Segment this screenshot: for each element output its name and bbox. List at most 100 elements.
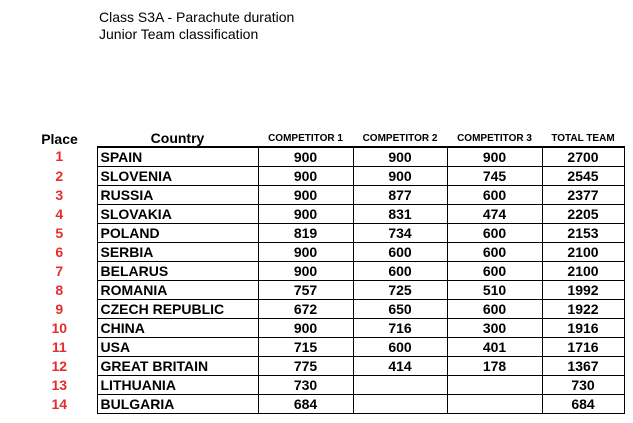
competitor-2-cell: 900 — [352, 146, 448, 167]
competitor-1-cell: 900 — [257, 185, 354, 205]
country-cell: CHINA — [96, 318, 259, 338]
competitor-2-cell: 716 — [352, 318, 448, 338]
competitor-2-cell: 725 — [352, 280, 448, 300]
competitor-2-cell: 831 — [352, 204, 448, 224]
competitor-3-cell — [446, 375, 543, 395]
total-team-cell: 1922 — [541, 299, 625, 319]
competitor-2-cell: 600 — [352, 242, 448, 262]
place-cell: 9 — [55, 300, 64, 317]
country-cell: USA — [96, 337, 259, 357]
table-row: 14 BULGARIA 684 684 — [22, 394, 625, 414]
total-team-cell: 2377 — [541, 185, 625, 205]
header-total-team: TOTAL TEAM — [551, 133, 615, 144]
place-cell: 14 — [51, 395, 68, 412]
competitor-1-cell: 900 — [257, 204, 354, 224]
header-place: Place — [41, 131, 78, 147]
country-cell: BULGARIA — [96, 394, 259, 414]
country-cell: LITHUANIA — [96, 375, 259, 395]
table-row: 2 SLOVENIA 900 900 745 2545 — [22, 166, 625, 186]
place-cell: 11 — [51, 338, 67, 355]
place-cell: 7 — [55, 262, 64, 279]
title-line-1: Class S3A - Parachute duration — [99, 9, 295, 25]
country-cell: SLOVENIA — [96, 166, 259, 186]
country-cell: CZECH REPUBLIC — [96, 299, 259, 319]
competitor-1-cell: 775 — [257, 356, 354, 376]
table-row: 11 USA 715 600 401 1716 — [22, 337, 625, 357]
total-team-cell: 2153 — [541, 223, 625, 243]
header-competitor-2: COMPETITOR 2 — [362, 133, 438, 144]
table-row: 9 CZECH REPUBLIC 672 650 600 1922 — [22, 299, 625, 319]
competitor-1-cell: 900 — [257, 318, 354, 338]
country-cell: RUSSIA — [96, 185, 259, 205]
competitor-3-cell: 474 — [446, 204, 543, 224]
country-cell: POLAND — [96, 223, 259, 243]
total-team-cell: 2100 — [541, 242, 625, 262]
competitor-3-cell: 600 — [446, 242, 543, 262]
competitor-2-cell — [352, 394, 448, 414]
competitor-1-cell: 819 — [257, 223, 354, 243]
place-cell: 4 — [55, 205, 64, 222]
competitor-3-cell — [446, 394, 543, 414]
header-row: Place Country COMPETITOR 1 COMPETITOR 2 … — [22, 127, 624, 147]
competitor-3-cell: 600 — [446, 185, 543, 205]
competitor-2-cell: 650 — [352, 299, 448, 319]
competitor-1-cell: 900 — [257, 146, 354, 167]
place-cell: 10 — [51, 319, 68, 336]
competitor-1-cell: 900 — [257, 242, 354, 262]
place-cell: 8 — [55, 281, 64, 298]
competitor-3-cell: 300 — [446, 318, 543, 338]
table-row: 6 SERBIA 900 600 600 2100 — [22, 242, 625, 262]
total-team-cell: 2545 — [541, 166, 625, 186]
table-row: 7 BELARUS 900 600 600 2100 — [22, 261, 625, 281]
competitor-1-cell: 900 — [257, 166, 354, 186]
competitor-3-cell: 178 — [446, 356, 543, 376]
competitor-1-cell: 757 — [257, 280, 354, 300]
country-cell: SLOVAKIA — [96, 204, 259, 224]
country-cell: BELARUS — [96, 261, 259, 281]
table-row: 8 ROMANIA 757 725 510 1992 — [22, 280, 625, 300]
place-cell: 13 — [51, 376, 68, 393]
table-row: 12 GREAT BRITAIN 775 414 178 1367 — [22, 356, 625, 376]
competitor-3-cell: 745 — [446, 166, 543, 186]
total-team-cell: 1367 — [541, 356, 625, 376]
competitor-1-cell: 672 — [257, 299, 354, 319]
competitor-2-cell: 600 — [352, 337, 448, 357]
competitor-3-cell: 401 — [446, 337, 543, 357]
competitor-2-cell: 600 — [352, 261, 448, 281]
total-team-cell: 730 — [541, 375, 625, 395]
table-row: 5 POLAND 819 734 600 2153 — [22, 223, 625, 243]
header-competitor-1: COMPETITOR 1 — [268, 133, 343, 144]
competitor-3-cell: 510 — [446, 280, 543, 300]
table-row: 1 SPAIN 900 900 900 2700 — [22, 146, 625, 167]
header-country: Country — [150, 130, 205, 146]
competitor-2-cell: 877 — [352, 185, 448, 205]
total-team-cell: 2100 — [541, 261, 625, 281]
competitor-1-cell: 684 — [257, 394, 354, 414]
total-team-cell: 684 — [541, 394, 625, 414]
title-line-2: Junior Team classification — [99, 26, 259, 42]
results-table: Place Country COMPETITOR 1 COMPETITOR 2 … — [22, 127, 625, 414]
competitor-2-cell: 734 — [352, 223, 448, 243]
table-row: 13 LITHUANIA 730 730 — [22, 375, 625, 395]
competitor-3-cell: 600 — [446, 261, 543, 281]
total-team-cell: 1716 — [541, 337, 625, 357]
country-cell: ROMANIA — [96, 280, 259, 300]
place-cell: 12 — [51, 357, 68, 374]
competitor-3-cell: 600 — [446, 299, 543, 319]
place-cell: 2 — [55, 167, 64, 184]
table-row: 10 CHINA 900 716 300 1916 — [22, 318, 625, 338]
table-row: 4 SLOVAKIA 900 831 474 2205 — [22, 204, 625, 224]
document-title: Class S3A - Parachute duration Junior Te… — [99, 9, 294, 43]
total-team-cell: 2205 — [541, 204, 625, 224]
place-cell: 1 — [55, 148, 64, 165]
country-cell: SERBIA — [96, 242, 259, 262]
place-cell: 5 — [55, 224, 64, 241]
country-cell: GREAT BRITAIN — [96, 356, 259, 376]
competitor-2-cell: 414 — [352, 356, 448, 376]
competitor-2-cell: 900 — [352, 166, 448, 186]
competitor-1-cell: 730 — [257, 375, 354, 395]
competitor-1-cell: 900 — [257, 261, 354, 281]
competitor-3-cell: 600 — [446, 223, 543, 243]
place-cell: 6 — [55, 243, 64, 260]
country-cell: SPAIN — [96, 146, 259, 167]
